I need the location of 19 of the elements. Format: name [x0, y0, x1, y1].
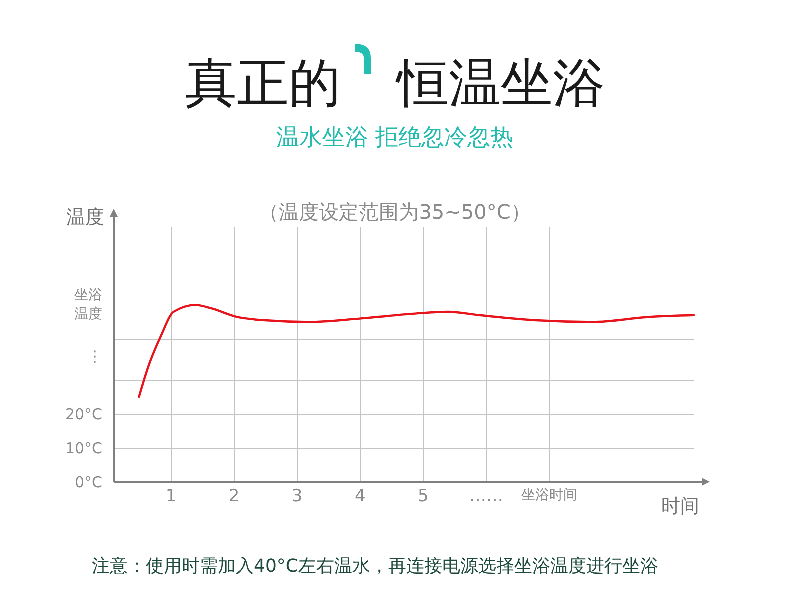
x-tick-label: 1: [166, 486, 177, 506]
text: 注意：使用时需加入40°C左右温水，再连接电源选择坐浴温度进行坐浴: [92, 555, 658, 578]
x-tick-label: ……: [469, 486, 504, 506]
x-tick-label: 2: [228, 486, 240, 506]
y-tick-label: 10°C: [65, 440, 102, 458]
chart-subtitle: 温水坐浴 拒绝忽冷忽热: [275, 124, 515, 153]
y-tick-label: 坐浴温度: [74, 288, 102, 322]
y-axis-title: 温度: [66, 206, 104, 228]
y-tick-label: 20°C: [65, 406, 102, 424]
line-series: [138, 304, 696, 398]
chart-title: 真正的 恒温坐浴: [185, 54, 605, 114]
y-tick-label: ⋮: [88, 348, 102, 366]
x-tick-label: 3: [292, 486, 303, 506]
y-tick-label: 0°C: [74, 474, 102, 492]
x-tick-label: 4: [354, 486, 366, 506]
x-axis-title: 时间: [662, 496, 700, 518]
text: （温度设定范围为35~50°C）: [259, 200, 531, 224]
x-tick-label: 坐浴时间: [522, 488, 578, 504]
x-tick-label: 5: [418, 486, 429, 506]
